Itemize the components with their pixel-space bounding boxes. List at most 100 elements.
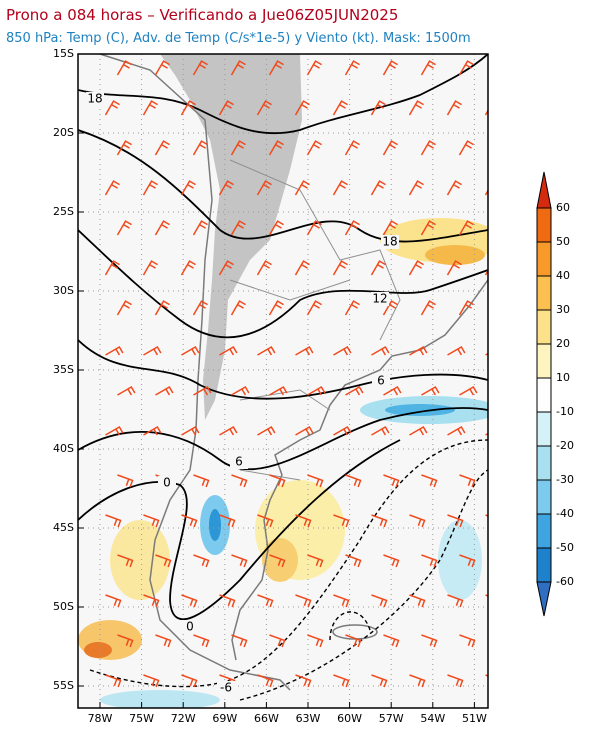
wind-barb	[370, 180, 386, 196]
colorbar-label: 60	[556, 201, 570, 214]
wind-barb	[181, 674, 198, 688]
wind-barb	[219, 514, 236, 528]
wind-barb	[307, 554, 324, 568]
wind-barb	[333, 594, 350, 608]
lat-label: 40S	[53, 442, 74, 455]
wind-barb	[498, 301, 512, 315]
wind-barb	[459, 554, 476, 568]
wind-barb	[155, 634, 172, 648]
wind-barb	[193, 385, 212, 396]
wind-barb	[192, 140, 208, 156]
wind-barb	[257, 594, 274, 608]
colorbar-label: -60	[556, 575, 574, 588]
colorbar-box	[536, 547, 552, 583]
wind-barb	[268, 60, 284, 76]
wind-barb	[420, 220, 436, 236]
wind-barb	[409, 594, 426, 608]
colorbar-box	[536, 241, 552, 277]
colorbar-label: -10	[556, 405, 574, 418]
wind-barb	[268, 140, 284, 156]
wind-barb	[458, 140, 474, 156]
wind-barb	[408, 100, 424, 116]
colorbar-label: 30	[556, 303, 570, 316]
wind-barb	[498, 221, 512, 235]
lat-label: 30S	[53, 284, 74, 297]
wind-barb	[104, 180, 120, 196]
wind-barb	[269, 474, 286, 488]
lon-label: 54W	[420, 712, 445, 725]
colorbar-box	[536, 207, 552, 243]
wind-barb	[498, 141, 512, 155]
wind-barb	[142, 260, 158, 276]
wind-barb	[498, 635, 513, 647]
wind-barb	[295, 425, 314, 436]
lon-label: 69W	[212, 712, 237, 725]
wind-barb	[458, 300, 474, 316]
wind-barb	[332, 260, 348, 276]
wind-barb	[192, 60, 208, 76]
wind-barb	[105, 594, 122, 608]
wind-barb	[219, 594, 236, 608]
contour-label-bg	[372, 374, 390, 388]
contour-label-bg	[86, 92, 104, 106]
wind-barb	[421, 474, 438, 488]
colorbar-bottom	[536, 581, 552, 617]
wind-barb	[105, 425, 124, 436]
wind-barb	[371, 594, 388, 608]
wind-barb	[181, 514, 198, 528]
wind-barb	[498, 475, 513, 487]
wind-barb	[269, 554, 286, 568]
wind-barb	[345, 474, 362, 488]
contour-label: 12	[372, 292, 387, 306]
wind-barb	[306, 220, 322, 236]
wind-barb	[116, 60, 132, 76]
contour-label-bg	[371, 292, 389, 306]
wind-barb	[459, 634, 476, 648]
wind-barb	[231, 554, 248, 568]
wind-barb	[180, 260, 196, 276]
wind-barb	[142, 100, 158, 116]
wind-barb	[192, 220, 208, 236]
wind-barb	[498, 555, 513, 567]
wind-barb	[143, 345, 162, 356]
wind-barb	[307, 474, 324, 488]
wind-barb	[268, 300, 284, 316]
wind-barb	[409, 514, 426, 528]
wind-barb	[193, 634, 210, 648]
wind-barb	[383, 554, 400, 568]
wind-barb	[420, 140, 436, 156]
contour-label-bg	[230, 455, 248, 469]
wind-barb	[344, 300, 360, 316]
wind-barb	[142, 180, 158, 196]
wind-barb	[154, 140, 170, 156]
wind-barb	[459, 385, 478, 396]
map-layers: 18 18 12 6 6 0 0 -6	[78, 54, 513, 708]
wind-barb	[371, 425, 390, 436]
wind-barb	[345, 385, 364, 396]
wind-barb	[143, 425, 162, 436]
contour-label: 18	[382, 235, 397, 249]
wind-barb	[143, 594, 160, 608]
wind-barb	[333, 514, 350, 528]
wind-barb	[230, 300, 246, 316]
colorbar-box	[536, 275, 552, 311]
colorbar-box	[536, 377, 552, 413]
wind-barb	[105, 345, 124, 356]
wind-barb	[307, 634, 324, 648]
wind-barb	[116, 140, 132, 156]
wind-barb	[383, 385, 402, 396]
wind-barb	[383, 474, 400, 488]
wind-barb	[295, 345, 314, 356]
lon-label: 75W	[129, 712, 154, 725]
wind-barb	[382, 220, 398, 236]
wind-barb	[117, 554, 134, 568]
wind-barb	[447, 594, 464, 608]
wind-barb	[421, 554, 438, 568]
colorbar: 60 50 40 30 20 10 -10 -20 -30 -40 -50 -60	[536, 171, 574, 617]
colorbar-top	[536, 171, 552, 209]
wind-barb	[155, 554, 172, 568]
colorbar-label: -20	[556, 439, 574, 452]
colorbar-label: 40	[556, 269, 570, 282]
contour-label: -6	[220, 681, 232, 695]
